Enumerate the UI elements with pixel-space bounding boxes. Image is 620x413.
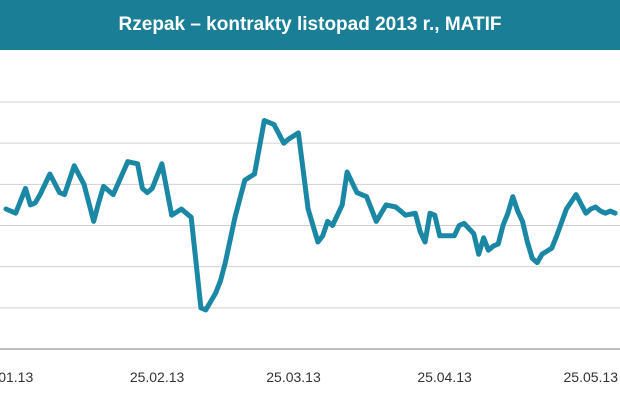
series-line-0 bbox=[3, 118, 618, 313]
series-group bbox=[3, 118, 618, 313]
line-chart: 25.01.13 25.02.13 25.03.13 25.04.13 25.05.13 bbox=[0, 101, 620, 385]
chart-title: Rzepak – kontrakty listopad 2013 r., MAT… bbox=[0, 0, 620, 50]
x-tick-label: 25.02.13 bbox=[130, 369, 185, 385]
x-tick-label: 25.05.13 bbox=[564, 369, 619, 385]
x-tick-label: 25.04.13 bbox=[417, 369, 472, 385]
x-tick-labels: 25.01.13 25.02.13 25.03.13 25.04.13 25.05.13 bbox=[0, 369, 618, 385]
x-tick-label: 25.03.13 bbox=[266, 369, 321, 385]
x-tick-label: 25.01.13 bbox=[0, 369, 33, 385]
